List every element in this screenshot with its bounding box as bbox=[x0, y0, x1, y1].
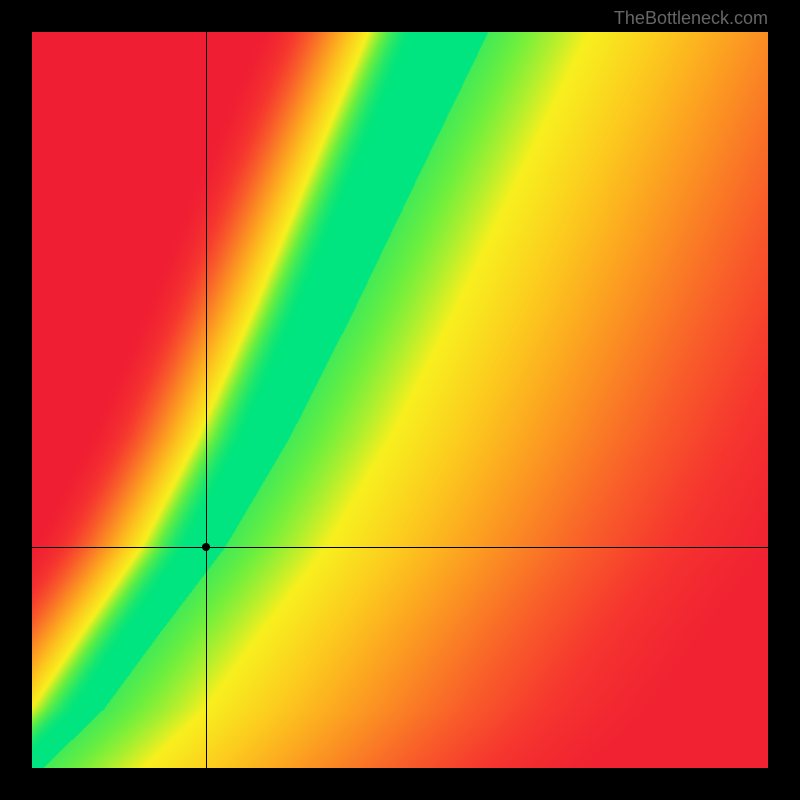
crosshair-marker-dot bbox=[202, 543, 210, 551]
watermark-text: TheBottleneck.com bbox=[614, 8, 768, 29]
crosshair-vertical-line bbox=[206, 32, 207, 768]
heatmap-chart bbox=[32, 32, 768, 768]
crosshair-horizontal-line bbox=[32, 547, 768, 548]
heatmap-canvas bbox=[32, 32, 768, 768]
